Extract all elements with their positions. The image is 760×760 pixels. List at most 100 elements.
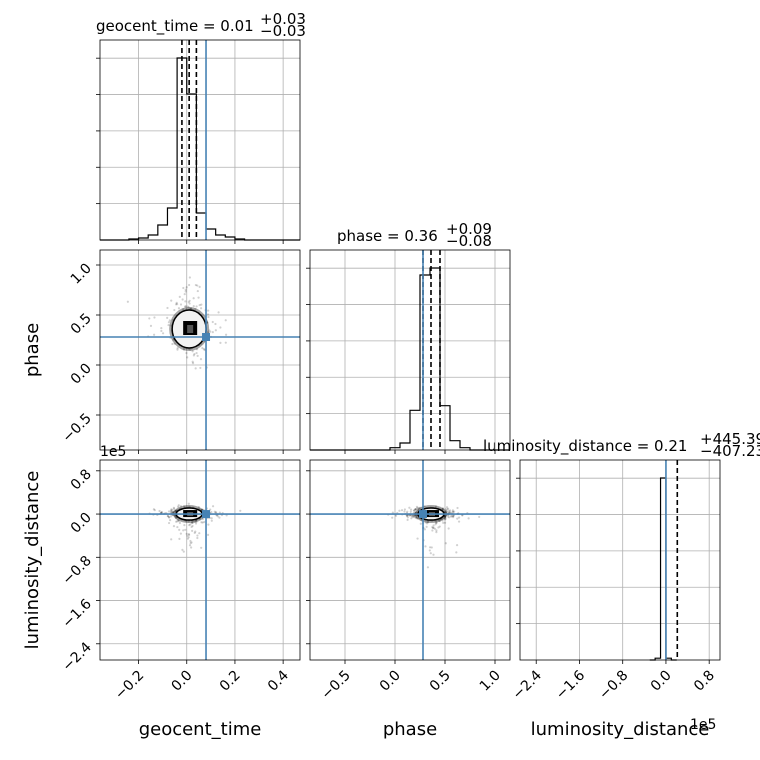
sample-point bbox=[193, 531, 196, 534]
sample-point bbox=[426, 566, 430, 569]
sample-point bbox=[190, 541, 193, 544]
sample-point bbox=[430, 546, 433, 549]
sample-point bbox=[198, 285, 201, 289]
sample-point bbox=[414, 515, 417, 519]
sample-point bbox=[184, 305, 187, 308]
sample-point bbox=[450, 514, 453, 517]
sample-point bbox=[413, 509, 416, 512]
sample-point bbox=[210, 511, 213, 514]
ytick-label: −0.5 bbox=[59, 411, 94, 446]
sample-point bbox=[410, 517, 413, 520]
sample-point bbox=[203, 520, 206, 524]
sample-point bbox=[441, 507, 444, 511]
sample-point bbox=[455, 551, 458, 554]
x-multiplier-label: 1e5 bbox=[690, 717, 716, 733]
sample-point bbox=[194, 283, 197, 287]
sample-point bbox=[179, 532, 182, 535]
xtick-label: 0.0 bbox=[377, 668, 404, 695]
ytick-label: −0.8 bbox=[59, 553, 94, 588]
sample-point bbox=[428, 546, 432, 549]
sample-point bbox=[467, 517, 470, 520]
sample-point bbox=[394, 514, 398, 517]
frame-0-1 bbox=[99, 249, 301, 451]
y-multiplier-label: 1e5 bbox=[100, 444, 126, 460]
sample-point bbox=[411, 515, 414, 518]
title-geocent-time: geocent_time = 0.01 bbox=[96, 17, 254, 36]
sample-point bbox=[207, 309, 210, 312]
frame-0-2 bbox=[99, 459, 301, 661]
sample-point bbox=[190, 307, 193, 310]
sample-point bbox=[194, 530, 197, 533]
sample-point bbox=[177, 518, 180, 521]
title-geocent-time-sup: +0.03 bbox=[260, 10, 306, 28]
sample-point bbox=[449, 509, 452, 512]
sample-point bbox=[189, 348, 192, 351]
sample-point bbox=[406, 516, 409, 519]
sample-point bbox=[206, 313, 210, 316]
sample-point bbox=[177, 307, 181, 310]
gridlines-0-2 bbox=[100, 460, 300, 660]
ytick-label: 0.0 bbox=[68, 361, 95, 388]
sample-point bbox=[173, 514, 176, 517]
sample-point bbox=[188, 524, 191, 527]
sample-point bbox=[194, 522, 198, 525]
contour-core bbox=[187, 325, 194, 333]
sample-point bbox=[158, 509, 161, 513]
sample-point bbox=[224, 319, 227, 322]
sample-point bbox=[444, 511, 447, 514]
sample-point bbox=[400, 509, 404, 512]
xtick-label: 0.5 bbox=[427, 668, 454, 695]
sample-point bbox=[441, 519, 444, 522]
sample-point bbox=[160, 329, 163, 333]
sample-point bbox=[196, 534, 199, 537]
sample-point bbox=[175, 301, 178, 304]
sample-point bbox=[443, 517, 446, 520]
sample-point bbox=[415, 505, 419, 508]
sample-point bbox=[188, 299, 191, 302]
sample-point bbox=[192, 354, 195, 357]
sample-point bbox=[195, 520, 198, 524]
sample-point bbox=[182, 286, 185, 290]
sample-point bbox=[197, 296, 200, 299]
ytick-label: 0.0 bbox=[68, 510, 95, 537]
sample-point bbox=[191, 521, 194, 524]
sample-point bbox=[153, 509, 156, 512]
sample-point bbox=[452, 510, 455, 514]
sample-point bbox=[173, 342, 176, 345]
sample-point bbox=[174, 303, 178, 306]
sample-point bbox=[218, 516, 221, 519]
sample-point bbox=[189, 542, 192, 545]
sample-point bbox=[126, 300, 129, 303]
sample-point bbox=[201, 517, 204, 521]
sample-point bbox=[432, 553, 435, 556]
sample-point bbox=[211, 320, 214, 324]
sample-point bbox=[448, 516, 451, 519]
sample-point bbox=[191, 360, 194, 363]
gridlines-2-2 bbox=[520, 460, 720, 660]
sample-point bbox=[403, 508, 406, 511]
sample-point bbox=[166, 316, 169, 320]
sample-point bbox=[219, 326, 222, 329]
sample-point bbox=[206, 330, 210, 334]
truth-marker bbox=[202, 510, 211, 519]
sample-point bbox=[457, 516, 461, 519]
sample-point bbox=[167, 516, 171, 519]
sample-point bbox=[406, 514, 409, 517]
sample-point bbox=[183, 524, 186, 527]
sample-point bbox=[177, 519, 180, 523]
sample-point bbox=[446, 508, 449, 511]
sample-point bbox=[448, 511, 451, 514]
sample-point bbox=[443, 521, 447, 524]
sample-point bbox=[224, 341, 227, 344]
ylabel-phase: phase bbox=[22, 323, 43, 377]
sample-point bbox=[447, 509, 450, 513]
sample-point bbox=[194, 307, 197, 310]
frame-geocent_time bbox=[99, 39, 301, 241]
title-phase-sup: +0.09 bbox=[446, 220, 492, 238]
sample-point bbox=[170, 511, 173, 514]
frame-1-2 bbox=[309, 459, 511, 661]
sample-point bbox=[451, 514, 455, 518]
sample-point bbox=[161, 332, 165, 335]
sample-point bbox=[203, 348, 206, 352]
